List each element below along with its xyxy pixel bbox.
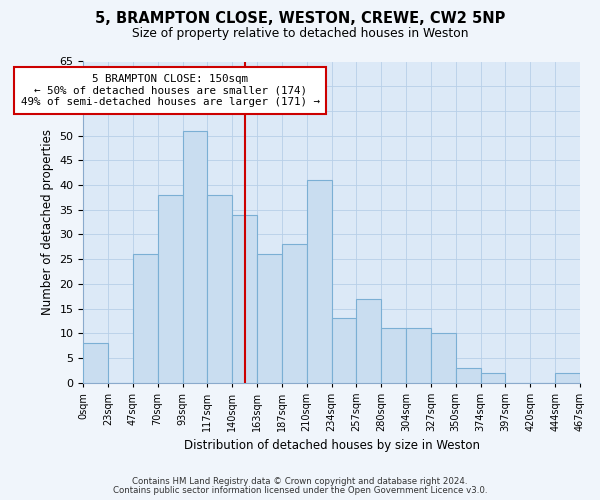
Bar bbox=[208, 195, 232, 382]
Bar bbox=[282, 244, 307, 382]
Bar bbox=[83, 343, 108, 382]
Text: Size of property relative to detached houses in Weston: Size of property relative to detached ho… bbox=[132, 28, 468, 40]
Bar bbox=[257, 254, 282, 382]
X-axis label: Distribution of detached houses by size in Weston: Distribution of detached houses by size … bbox=[184, 440, 479, 452]
Text: Contains public sector information licensed under the Open Government Licence v3: Contains public sector information licen… bbox=[113, 486, 487, 495]
Bar bbox=[307, 180, 332, 382]
Bar bbox=[232, 214, 257, 382]
Text: 5 BRAMPTON CLOSE: 150sqm
← 50% of detached houses are smaller (174)
49% of semi-: 5 BRAMPTON CLOSE: 150sqm ← 50% of detach… bbox=[20, 74, 320, 107]
Bar bbox=[406, 328, 431, 382]
Bar bbox=[481, 373, 505, 382]
Bar bbox=[381, 328, 406, 382]
Bar bbox=[182, 130, 208, 382]
Y-axis label: Number of detached properties: Number of detached properties bbox=[41, 129, 54, 315]
Bar bbox=[456, 368, 481, 382]
Bar bbox=[332, 318, 356, 382]
Text: 5, BRAMPTON CLOSE, WESTON, CREWE, CW2 5NP: 5, BRAMPTON CLOSE, WESTON, CREWE, CW2 5N… bbox=[95, 11, 505, 26]
Bar bbox=[431, 333, 456, 382]
Bar bbox=[133, 254, 158, 382]
Text: Contains HM Land Registry data © Crown copyright and database right 2024.: Contains HM Land Registry data © Crown c… bbox=[132, 477, 468, 486]
Bar bbox=[555, 373, 580, 382]
Bar bbox=[158, 195, 182, 382]
Bar bbox=[356, 298, 381, 382]
